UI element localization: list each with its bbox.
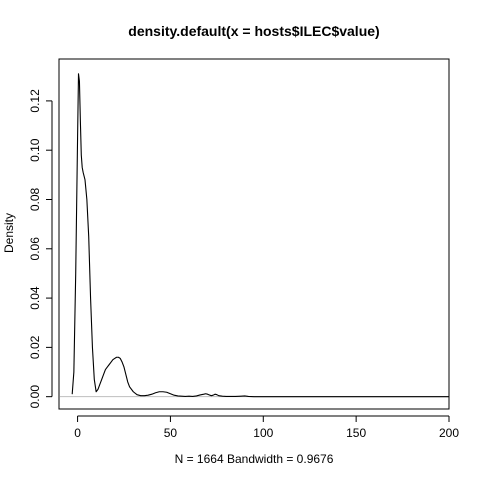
x-tick-label: 50	[164, 426, 178, 440]
y-tick-label: 0.12	[28, 89, 42, 113]
y-tick-label: 0.08	[28, 187, 42, 211]
x-tick-label: 0	[74, 426, 81, 440]
y-tick-label: 0.00	[28, 385, 42, 409]
x-axis: 0 50 100 150 200	[74, 416, 459, 440]
plot-box	[59, 59, 449, 409]
x-tick-label: 100	[253, 426, 273, 440]
y-axis: 0.00 0.02 0.04 0.06 0.08 0.10 0.12	[28, 89, 52, 408]
density-line	[72, 74, 449, 397]
y-tick-label: 0.02	[28, 335, 42, 359]
y-tick-label: 0.10	[28, 138, 42, 162]
y-axis-label: Density	[2, 213, 16, 253]
y-tick-label: 0.06	[28, 237, 42, 261]
x-axis-label: N = 1664 Bandwidth = 0.9676	[175, 452, 334, 466]
y-tick-label: 0.04	[28, 286, 42, 310]
x-tick-label: 150	[346, 426, 366, 440]
x-tick-label: 200	[439, 426, 459, 440]
chart-title: density.default(x = hosts$ILEC$value)	[128, 23, 379, 39]
